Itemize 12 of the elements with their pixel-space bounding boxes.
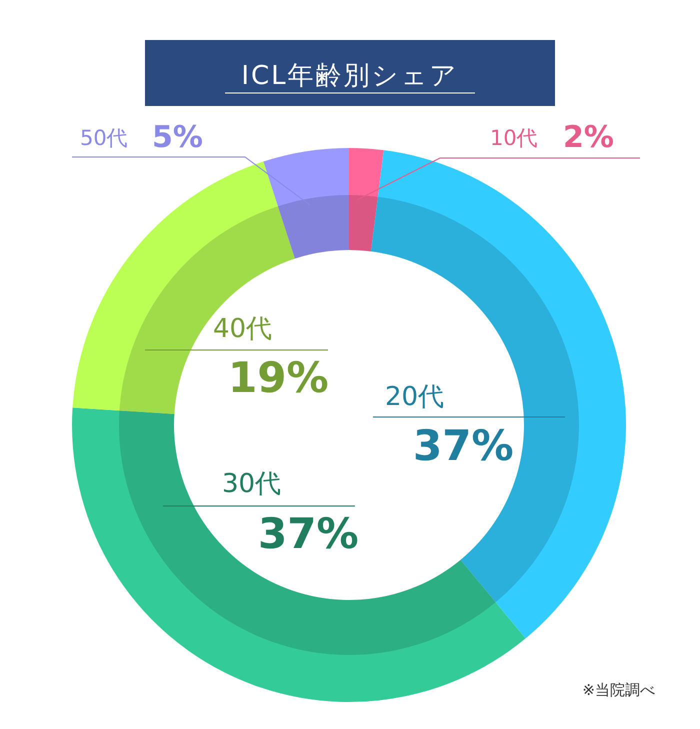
data-label: 2% [563,120,614,155]
data-label: 19% [228,353,329,402]
slice-label: 50代 [80,126,128,150]
slice-label: 10代 [490,126,538,150]
slice-label: 20代 [385,382,444,412]
data-label: 37% [413,421,514,470]
data-label: 5% [152,120,203,155]
slice-label: 40代 [213,314,272,344]
text: ※当院調べ [582,681,655,699]
data-label: 37% [258,509,359,558]
chart-title: ICL年齢別シェア [241,61,459,91]
slice-label: 30代 [222,469,282,499]
